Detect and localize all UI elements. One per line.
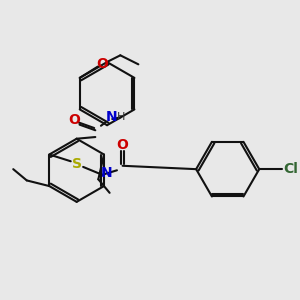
Text: O: O bbox=[96, 57, 108, 71]
Text: N: N bbox=[100, 166, 112, 179]
Text: Cl: Cl bbox=[284, 162, 298, 176]
Text: O: O bbox=[68, 113, 80, 127]
Text: S: S bbox=[73, 157, 82, 170]
Text: O: O bbox=[117, 139, 128, 152]
Text: N: N bbox=[105, 110, 117, 124]
Text: H: H bbox=[117, 112, 125, 122]
